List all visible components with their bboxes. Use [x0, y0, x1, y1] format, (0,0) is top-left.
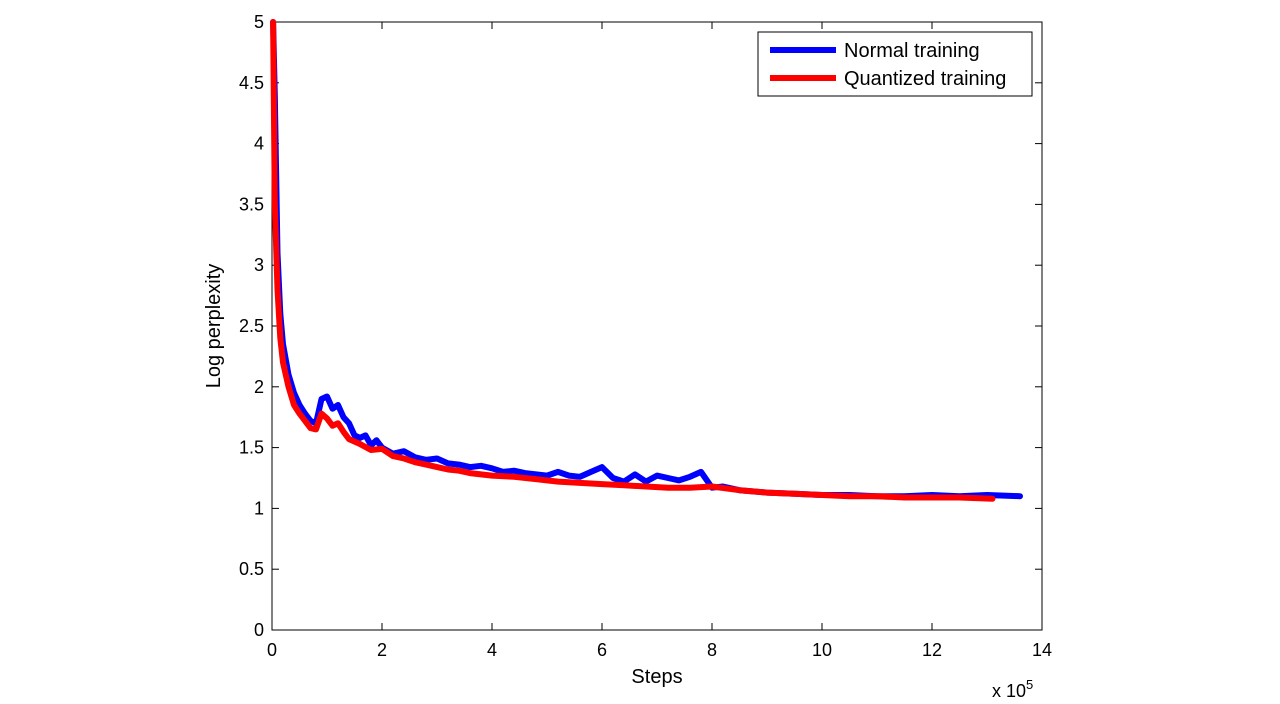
y-tick-label: 3 — [254, 255, 264, 275]
y-tick-label: 0 — [254, 620, 264, 640]
y-tick-label: 1 — [254, 498, 264, 518]
y-tick-label: 1.5 — [239, 438, 264, 458]
y-axis-label: Log perplexity — [203, 264, 225, 389]
x-axis-multiplier-base: x 10 — [992, 681, 1026, 701]
x-tick-label: 10 — [812, 640, 832, 660]
y-tick-label: 4 — [254, 134, 264, 154]
x-tick-label: 4 — [487, 640, 497, 660]
y-tick-label: 5 — [254, 12, 264, 32]
series-layer — [270, 19, 1023, 502]
x-tick-label: 14 — [1032, 640, 1052, 660]
y-tick-label: 2.5 — [239, 316, 264, 336]
x-tick-label: 6 — [597, 640, 607, 660]
x-tick-label: 2 — [377, 640, 387, 660]
series-line-quantized — [270, 19, 996, 502]
x-tick-label: 0 — [267, 640, 277, 660]
x-tick-label: 12 — [922, 640, 942, 660]
x-axis-label: Steps — [631, 666, 682, 688]
y-tick-label: 3.5 — [239, 194, 264, 214]
x-tick-label: 8 — [707, 640, 717, 660]
legend-label-normal: Normal training — [844, 40, 980, 62]
legend-label-quantized: Quantized training — [844, 68, 1006, 90]
legend: Normal training Quantized training — [757, 31, 1033, 97]
y-tick-label: 0.5 — [239, 559, 264, 579]
y-tick-label: 4.5 — [239, 73, 264, 93]
plot-area — [271, 21, 1043, 631]
axis-ticks: 0 2 4 6 8 10 12 14 0 0.5 1 1.5 2 2.5 3 3.5 4 4.5 5 — [239, 12, 1052, 660]
y-tick-label: 2 — [254, 377, 264, 397]
legend-box — [757, 31, 1033, 97]
x-axis-multiplier: x 105 — [992, 677, 1033, 701]
x-axis-multiplier-exponent: 5 — [1026, 677, 1033, 692]
